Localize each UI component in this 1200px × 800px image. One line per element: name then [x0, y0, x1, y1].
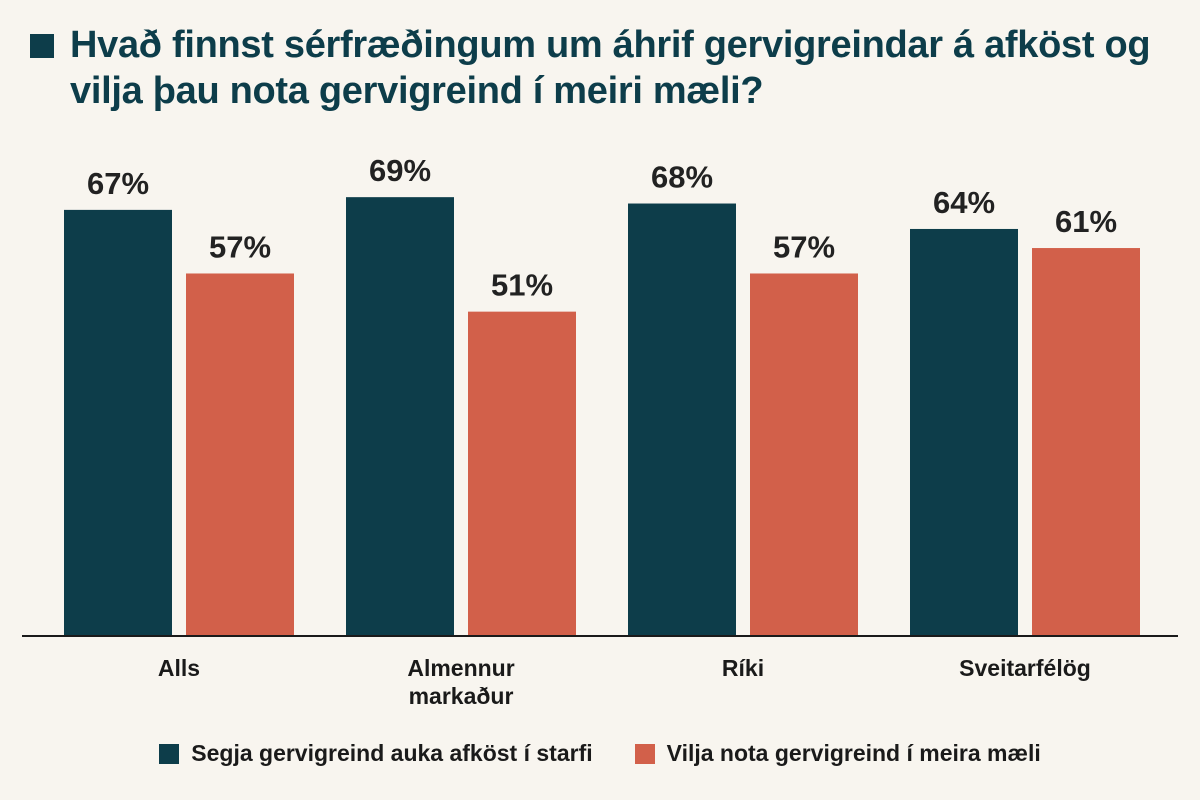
category-label-1: Almennur markaður [407, 655, 514, 709]
bar-label-s0-c2: 68% [651, 160, 713, 195]
chart-title: Hvað finnst sérfræðingum um áhrif gervig… [70, 24, 1151, 112]
chart-title-block: Hvað finnst sérfræðingum um áhrif gervig… [30, 22, 1170, 114]
legend-item-afkost: Segja gervigreind auka afköst í starfi [159, 740, 593, 767]
category-label-2: Ríki [722, 655, 764, 681]
legend-label-afkost: Segja gervigreind auka afköst í starfi [191, 740, 593, 766]
bar-label-s0-c3: 64% [933, 185, 995, 220]
legend: Segja gervigreind auka afköst í starfi V… [0, 740, 1200, 767]
category-label-0: Alls [158, 655, 200, 681]
category-label-3: Sveitarfélög [959, 655, 1091, 681]
bar-s0-c0 [64, 209, 172, 636]
bar-s1-c1 [468, 311, 576, 636]
bar-label-s1-c2: 57% [773, 229, 835, 264]
title-square-marker [30, 34, 54, 58]
bar-s1-c2 [750, 273, 858, 636]
bar-s1-c3 [1032, 248, 1140, 637]
legend-item-vilja: Vilja nota gervigreind í meira mæli [634, 740, 1041, 767]
bar-label-s1-c3: 61% [1055, 204, 1117, 239]
legend-swatch-secondary [634, 743, 655, 764]
bar-s0-c1 [346, 197, 454, 636]
bar-label-s0-c1: 69% [369, 153, 431, 188]
legend-swatch-primary [159, 743, 180, 764]
legend-label-vilja: Vilja nota gervigreind í meira mæli [666, 740, 1041, 766]
bar-s1-c0 [186, 273, 294, 636]
bar-label-s1-c1: 51% [491, 268, 553, 303]
bar-label-s1-c0: 57% [209, 229, 271, 264]
bar-s0-c3 [910, 228, 1018, 636]
bar-label-s0-c0: 67% [87, 166, 149, 201]
bar-s0-c2 [628, 203, 736, 636]
